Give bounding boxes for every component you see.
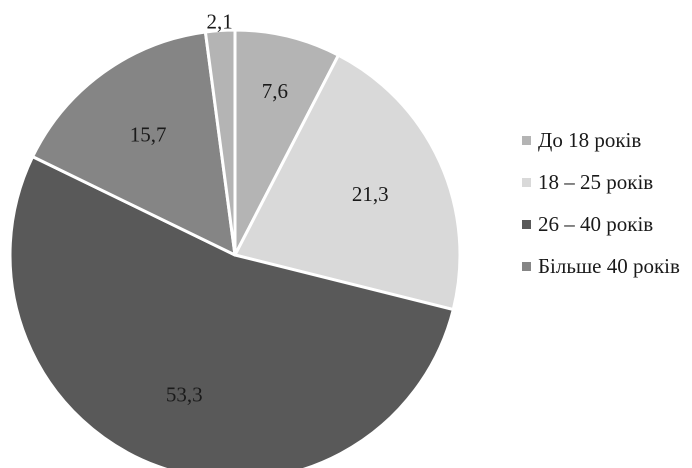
pie-slice-other (203, 28, 237, 257)
legend-label-18-25: 18 – 25 років (538, 170, 654, 194)
pie-slices (8, 28, 462, 468)
pie-slice-over-40 (31, 30, 237, 257)
slice-label-under-18: 7,6 (262, 79, 288, 103)
legend-item-18-25: 18 – 25 років (522, 170, 688, 194)
legend-label-26-40: 26 – 40 років (538, 212, 654, 236)
legend-label-over-40: Більше 40 років (538, 254, 680, 278)
legend-item-under-18: До 18 років (522, 128, 688, 152)
pie-slice-18-25 (233, 53, 462, 312)
pie-slice-26-40 (8, 155, 455, 468)
slice-label-other: 2,1 (206, 10, 232, 34)
legend-item-over-40: Більше 40 років (522, 254, 688, 278)
legend: До 18 років 18 – 25 років 26 – 40 років … (522, 128, 688, 296)
legend-swatch-under-18 (522, 136, 531, 145)
legend-swatch-over-40 (522, 262, 531, 271)
slice-labels: 7,6 21,3 53,3 15,7 2,1 (130, 10, 389, 407)
slice-label-over-40: 15,7 (130, 123, 167, 147)
slice-label-18-25: 21,3 (352, 182, 389, 206)
legend-swatch-18-25 (522, 178, 531, 187)
pie-slice-under-18 (233, 28, 340, 257)
legend-item-26-40: 26 – 40 років (522, 212, 688, 236)
legend-swatch-26-40 (522, 220, 531, 229)
legend-label-under-18: До 18 років (538, 128, 642, 152)
slice-label-26-40: 53,3 (166, 383, 203, 407)
